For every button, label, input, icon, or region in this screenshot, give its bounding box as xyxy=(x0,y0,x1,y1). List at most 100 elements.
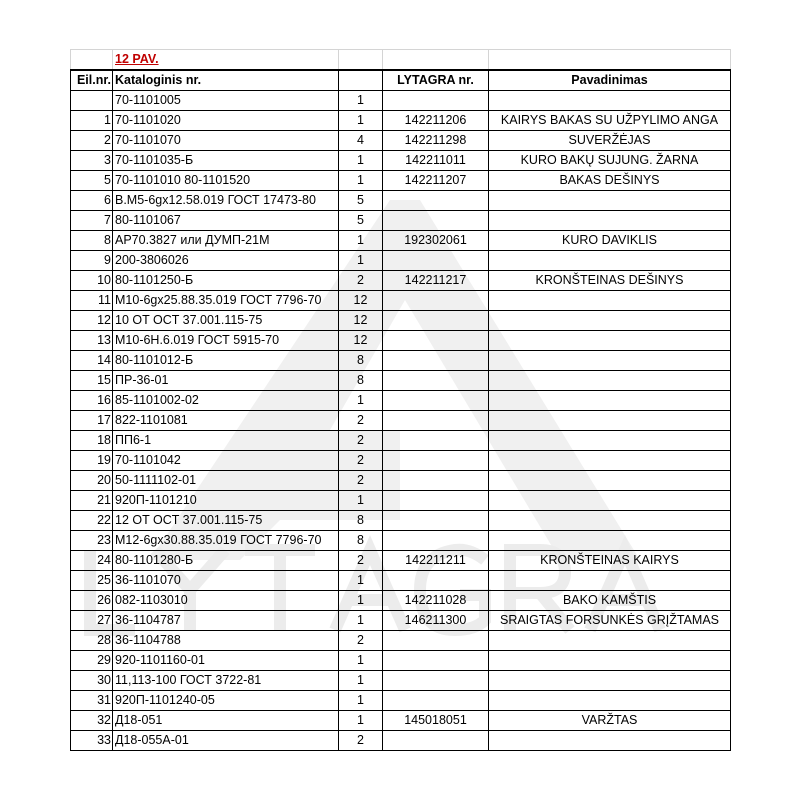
lytagra-number xyxy=(382,370,489,391)
catalog-number: 200-3806026 xyxy=(112,250,339,271)
lytagra-number xyxy=(382,470,489,491)
quantity: 1 xyxy=(338,170,383,191)
lytagra-number: 142211206 xyxy=(382,110,489,131)
part-name xyxy=(488,530,731,551)
row-number: 9 xyxy=(70,250,113,271)
quantity: 1 xyxy=(338,590,383,611)
catalog-number: 85-1101002-02 xyxy=(112,390,339,411)
quantity: 8 xyxy=(338,350,383,371)
quantity: 2 xyxy=(338,550,383,571)
lytagra-number xyxy=(382,450,489,471)
part-name xyxy=(488,370,731,391)
catalog-number: 36-1101070 xyxy=(112,570,339,591)
table-row: 13 M10-6H.6.019 ГОСТ 5915-70 12 xyxy=(70,330,731,351)
sheet-title: 12 PAV. xyxy=(112,49,339,71)
part-name xyxy=(488,430,731,451)
lytagra-number xyxy=(382,250,489,271)
table-row: 17 822-1101081 2 xyxy=(70,410,731,431)
catalog-number: 80-1101280-Б xyxy=(112,550,339,571)
lytagra-number xyxy=(382,390,489,411)
row-number: 20 xyxy=(70,470,113,491)
col-header-qty xyxy=(338,69,383,91)
row-number xyxy=(70,90,113,111)
quantity: 1 xyxy=(338,490,383,511)
col-header-lytagra-nr: LYTAGRA nr. xyxy=(382,69,489,91)
catalog-number: 70-1101035-Б xyxy=(112,150,339,171)
catalog-number: 12 OT OCT 37.001.115-75 xyxy=(112,510,339,531)
catalog-number: 36-1104788 xyxy=(112,630,339,651)
quantity: 2 xyxy=(338,450,383,471)
part-name xyxy=(488,290,731,311)
table-row: 31 920П-1101240-05 1 xyxy=(70,690,731,711)
catalog-number: M10-6gx25.88.35.019 ГОСТ 7796-70 xyxy=(112,290,339,311)
catalog-number: 36-1104787 xyxy=(112,610,339,631)
table-row: 70-1101005 1 xyxy=(70,90,731,111)
table-row: 23 M12-6gx30.88.35.019 ГОСТ 7796-70 8 xyxy=(70,530,731,551)
table-row: 24 80-1101280-Б 2 142211211 KRONŠTEINAS KAIR… xyxy=(70,550,731,571)
lytagra-number xyxy=(382,490,489,511)
table-row: 26 082-1103010 1 142211028 BAKO KAMŠTIS xyxy=(70,590,731,611)
table-row: 15 ПР-36-01 8 xyxy=(70,370,731,391)
table-row: 22 12 OT OCT 37.001.115-75 8 xyxy=(70,510,731,531)
quantity: 1 xyxy=(338,250,383,271)
row-number: 6 xyxy=(70,190,113,211)
row-number: 19 xyxy=(70,450,113,471)
table-row: 29 920-1101160-01 1 xyxy=(70,650,731,671)
catalog-number: 822-1101081 xyxy=(112,410,339,431)
part-name xyxy=(488,690,731,711)
lytagra-number xyxy=(382,330,489,351)
lytagra-number xyxy=(382,510,489,531)
part-name xyxy=(488,250,731,271)
lytagra-number: 142211028 xyxy=(382,590,489,611)
part-name: KRONŠTEINAS DEŠINYS xyxy=(488,270,731,291)
catalog-number: 082-1103010 xyxy=(112,590,339,611)
catalog-number: 80-1101012-Б xyxy=(112,350,339,371)
lytagra-number: 142211298 xyxy=(382,130,489,151)
row-number: 33 xyxy=(70,730,113,751)
quantity: 5 xyxy=(338,210,383,231)
quantity: 4 xyxy=(338,130,383,151)
quantity: 12 xyxy=(338,290,383,311)
lytagra-number: 146211300 xyxy=(382,610,489,631)
table-row: 6 B.M5-6gx12.58.019 ГОСТ 17473-80 5 xyxy=(70,190,731,211)
lytagra-number xyxy=(382,350,489,371)
part-name: KURO DAVIKLIS xyxy=(488,230,731,251)
part-name xyxy=(488,330,731,351)
lytagra-number xyxy=(382,690,489,711)
lytagra-number: 142211011 xyxy=(382,150,489,171)
part-name xyxy=(488,570,731,591)
quantity: 5 xyxy=(338,190,383,211)
row-number: 22 xyxy=(70,510,113,531)
row-number: 14 xyxy=(70,350,113,371)
lytagra-number xyxy=(382,310,489,331)
catalog-number: AP70.3827 или ДУМП-21М xyxy=(112,230,339,251)
part-name xyxy=(488,450,731,471)
lytagra-number xyxy=(382,670,489,691)
row-number: 29 xyxy=(70,650,113,671)
table-row: 9 200-3806026 1 xyxy=(70,250,731,271)
row-number: 21 xyxy=(70,490,113,511)
row-number: 24 xyxy=(70,550,113,571)
table-row: 8 AP70.3827 или ДУМП-21М 1 192302061 KURO DA… xyxy=(70,230,731,251)
table-row: 20 50-1111102-01 2 xyxy=(70,470,731,491)
lytagra-number xyxy=(382,630,489,651)
row-number: 7 xyxy=(70,210,113,231)
lytagra-number xyxy=(382,570,489,591)
table-row: 5 70-1101010 80-1101520 1 142211207 BAKAS DE… xyxy=(70,170,731,191)
quantity: 1 xyxy=(338,90,383,111)
table-row: 32 Д18-051 1 145018051 VARŽTAS xyxy=(70,710,731,731)
quantity: 1 xyxy=(338,390,383,411)
part-name: BAKAS DEŠINYS xyxy=(488,170,731,191)
table-row: 19 70-1101042 2 xyxy=(70,450,731,471)
lytagra-number xyxy=(382,90,489,111)
col-header-pavadinimas: Pavadinimas xyxy=(488,69,731,91)
quantity: 2 xyxy=(338,410,383,431)
lytagra-number: 192302061 xyxy=(382,230,489,251)
table-row: 14 80-1101012-Б 8 xyxy=(70,350,731,371)
row-number: 12 xyxy=(70,310,113,331)
table-row: 25 36-1101070 1 xyxy=(70,570,731,591)
part-name xyxy=(488,730,731,751)
quantity: 8 xyxy=(338,530,383,551)
row-number: 11 xyxy=(70,290,113,311)
row-number: 30 xyxy=(70,670,113,691)
